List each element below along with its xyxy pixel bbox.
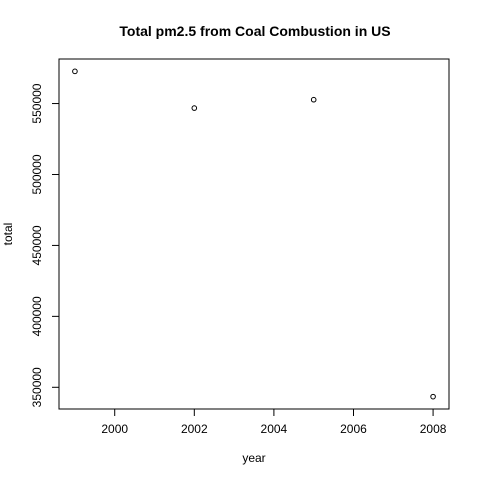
x-tick-label: 2008 [420,422,447,436]
y-axis: 350000 400000 450000 500000 550000 [30,83,60,407]
x-tick-label: 2002 [181,422,208,436]
x-tick-label: 2000 [101,422,128,436]
x-tick-label: 2006 [340,422,367,436]
y-tick-label: 550000 [30,83,44,123]
data-point [430,393,436,400]
chart-title: Total pm2.5 from Coal Combustion in US [119,23,390,39]
data-point [191,105,198,111]
data-point [310,96,317,103]
data-point [72,68,78,75]
x-axis-label: year [242,451,265,465]
x-tick-label: 2004 [261,422,288,436]
plot-frame [58,58,450,410]
y-tick-label: 450000 [30,225,44,265]
y-tick-label: 400000 [30,296,44,336]
data-points [72,68,436,400]
y-axis-label: total [1,223,15,246]
y-tick-label: 350000 [30,367,44,407]
x-axis: 2000 2002 2004 2006 2008 [101,408,447,436]
y-tick-label: 500000 [30,154,44,194]
